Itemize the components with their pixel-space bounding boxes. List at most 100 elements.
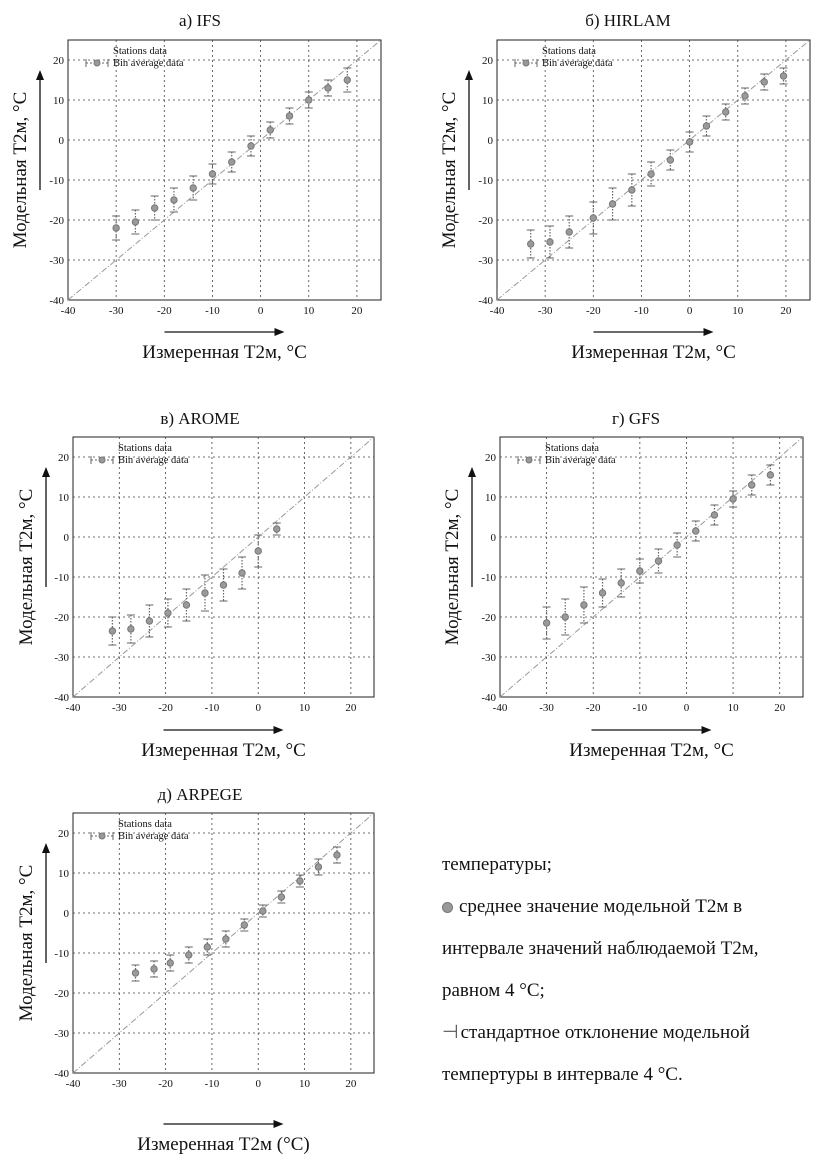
legend-explanation: температуры; среднее значение модельной … [442, 844, 812, 1096]
data-point [608, 187, 617, 221]
data-point [221, 930, 230, 948]
y-axis-label: Модельная Т2м, °С [16, 489, 37, 646]
data-point [673, 532, 682, 558]
data-point [565, 215, 574, 249]
bin-average-point [654, 557, 663, 565]
bin-average-point [546, 238, 554, 246]
y-tick-label: -40 [54, 692, 69, 704]
data-point [126, 614, 135, 644]
explanation-line: равном 4 °С; [442, 980, 545, 1001]
x-tick-label: -20 [157, 305, 172, 317]
bin-average-point [741, 92, 749, 100]
data-point [295, 874, 304, 888]
bin-average-point [561, 613, 569, 621]
bin-average-point [333, 851, 341, 859]
data-point [182, 588, 191, 622]
one-to-one-line [72, 812, 375, 1074]
plot-frame [72, 436, 375, 698]
data-point [702, 115, 711, 137]
data-point [561, 598, 570, 636]
data-point [766, 464, 775, 486]
bin-average-point [685, 138, 694, 146]
x-tick-label: 20 [345, 702, 357, 714]
y-tick-label: -20 [478, 215, 493, 227]
x-tick-label: 10 [728, 702, 740, 714]
data-point [163, 598, 172, 628]
x-tick-label: -30 [539, 702, 554, 714]
x-tick-label: 20 [345, 1078, 357, 1090]
plot-frame [499, 436, 804, 698]
data-point [254, 534, 263, 568]
one-to-one-line [499, 436, 804, 698]
legend-label: Bin average data [545, 455, 616, 466]
one-to-one-line [67, 39, 382, 301]
chart-title: б) HIRLAM [585, 11, 671, 30]
data-point [131, 209, 140, 235]
chart-title: г) GFS [612, 409, 660, 428]
y-tick-label: -30 [478, 255, 493, 267]
x-arrowhead-icon [701, 726, 712, 734]
y-axis-label: Модельная Т2м, °С [16, 865, 37, 1022]
bin-average-point [542, 619, 551, 627]
data-point [579, 586, 588, 624]
y-tick-label: -10 [481, 572, 496, 584]
plot-frame [496, 39, 811, 301]
x-tick-label: 0 [684, 702, 690, 714]
legend-label: Stations data [118, 819, 172, 830]
data-point [598, 578, 607, 608]
y-tick-label: 20 [485, 452, 497, 464]
y-tick-label: 10 [53, 95, 65, 107]
legend-label: Bin average data [542, 58, 613, 69]
bin-average-point [222, 935, 230, 943]
bin-average-point [150, 204, 159, 212]
data-point [779, 67, 788, 85]
x-arrowhead-icon [273, 1120, 284, 1128]
explanation-line: темпертуры в интервале 4 °С. [442, 1064, 683, 1085]
data-point [304, 91, 313, 109]
data-point [589, 201, 598, 235]
data-point [685, 131, 694, 153]
bin-average-point [702, 122, 711, 130]
bin-average-point [779, 72, 788, 80]
chart-title: в) AROME [160, 409, 239, 428]
data-point [200, 574, 209, 612]
bin-average-point [150, 965, 158, 973]
chart-title: а) IFS [179, 11, 221, 30]
x-tick-label: 10 [299, 1078, 311, 1090]
data-point [647, 161, 656, 187]
bin-average-point [182, 601, 191, 609]
y-tick-label: -40 [481, 692, 496, 704]
x-arrowhead-icon [274, 328, 285, 336]
x-tick-label: 20 [774, 702, 786, 714]
legend-label: Bin average data [113, 58, 184, 69]
bin-average-point [285, 112, 294, 120]
x-tick-label: 0 [255, 702, 261, 714]
bin-average-point [565, 228, 573, 236]
one-to-one-line [496, 39, 811, 301]
bin-average-point [343, 76, 351, 84]
legend-marker-icon [522, 59, 530, 67]
bin-average-point [259, 907, 267, 915]
plot-frame [67, 39, 382, 301]
y-arrowhead-icon [36, 70, 44, 80]
x-arrowhead-icon [703, 328, 714, 336]
bin-average-point [692, 527, 700, 535]
data-point [184, 946, 193, 964]
bin-average-point [208, 170, 217, 178]
y-tick-label: -10 [54, 572, 69, 584]
data-point [691, 520, 700, 542]
y-axis-label: Модельная Т2м, °С [442, 489, 463, 646]
x-axis-label: Измеренная Т2м, °С [571, 342, 736, 363]
bin-average-point [273, 525, 281, 533]
bin-average-point [189, 184, 197, 192]
x-tick-label: -40 [490, 305, 505, 317]
y-tick-label: -20 [481, 612, 496, 624]
bin-average-point [219, 581, 228, 589]
y-tick-label: 0 [488, 135, 494, 147]
data-point [166, 954, 175, 972]
bin-average-point [580, 601, 588, 609]
bin-average-point [166, 959, 174, 967]
x-tick-label: 10 [303, 305, 315, 317]
data-point [145, 604, 154, 638]
